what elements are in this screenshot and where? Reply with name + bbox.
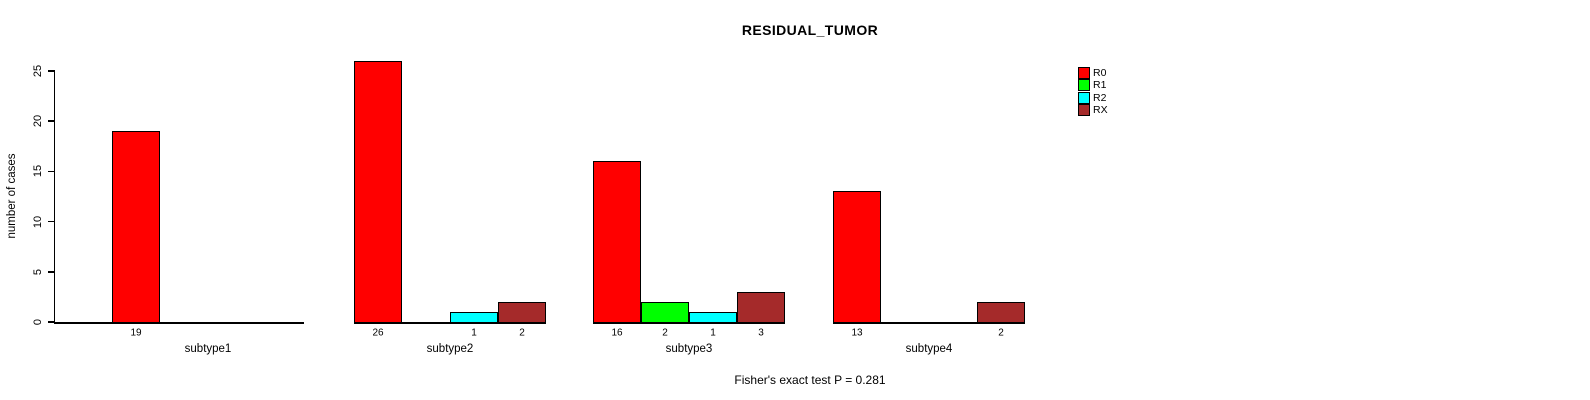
bar-subtype4-R0	[833, 191, 881, 324]
bar-subtype1-R0	[112, 131, 160, 324]
bar-subtype3-R1	[641, 301, 689, 324]
y-axis-tick	[47, 170, 54, 172]
legend-label-R0: R0	[1093, 67, 1107, 79]
bar-subtype3-RX	[737, 291, 785, 324]
legend-label-R1: R1	[1093, 79, 1107, 92]
y-axis-tick	[47, 70, 54, 72]
category-label-subtype3: subtype3	[665, 343, 713, 355]
bar-subtype2-R0	[354, 60, 402, 324]
bar-value-label-subtype1-R0: 19	[130, 327, 142, 338]
chart-title: RESIDUAL_TUMOR	[741, 22, 879, 38]
legend-swatch-R1	[1078, 79, 1090, 92]
category-label-subtype1: subtype1	[184, 343, 232, 355]
bar-value-label-subtype3-R2: 1	[710, 327, 716, 338]
legend-label-R2: R2	[1093, 91, 1107, 104]
y-tick-label: 25	[32, 64, 44, 77]
legend-swatch-R2	[1078, 91, 1090, 104]
bar-value-label-subtype3-R1: 2	[662, 327, 668, 338]
x-baseline-subtype4	[833, 322, 1025, 324]
bar-value-label-subtype3-RX: 3	[758, 327, 764, 338]
legend-swatch-R0	[1078, 67, 1090, 79]
y-axis-tick	[47, 220, 54, 223]
y-axis-tick	[47, 321, 54, 323]
y-tick-label: 0	[32, 318, 44, 326]
y-tick-label: 15	[32, 165, 44, 178]
y-axis-tick	[47, 271, 54, 273]
bar-subtype2-R2	[450, 311, 498, 324]
fisher-test-note: Fisher's exact test P = 0.281	[734, 373, 886, 387]
bar-value-label-subtype4-RX: 2	[998, 327, 1004, 338]
category-label-subtype2: subtype2	[426, 343, 474, 355]
bar-value-label-subtype2-R0: 26	[372, 327, 384, 338]
bar-value-label-subtype2-R2: 1	[471, 327, 477, 338]
bar-subtype4-RX	[977, 301, 1025, 324]
bar-value-label-subtype4-R0: 13	[851, 327, 863, 338]
legend-swatch-RX	[1078, 103, 1090, 116]
bar-subtype3-R2	[689, 311, 737, 324]
y-tick-label: 10	[32, 215, 44, 228]
y-tick-label: 5	[32, 268, 44, 275]
bar-value-label-subtype2-RX: 2	[519, 327, 525, 338]
bar-value-label-subtype3-R0: 16	[611, 327, 623, 338]
category-label-subtype4: subtype4	[905, 343, 953, 355]
bar-subtype2-RX	[498, 301, 546, 324]
bar-subtype3-R0	[593, 161, 641, 324]
y-axis-tick	[47, 120, 54, 122]
y-axis-line	[53, 70, 55, 325]
x-baseline-subtype1	[53, 322, 304, 324]
y-tick-label: 20	[32, 114, 44, 128]
legend-label-RX: RX	[1093, 103, 1108, 116]
